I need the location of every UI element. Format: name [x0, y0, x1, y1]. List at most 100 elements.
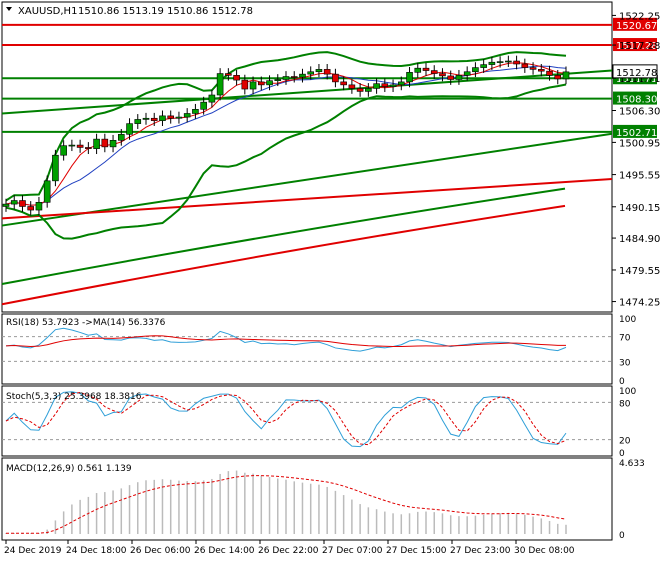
candle-body: [126, 123, 133, 135]
candle-body: [472, 67, 479, 73]
candle-body: [397, 81, 405, 86]
candle-body: [134, 119, 142, 124]
candle-body: [35, 202, 43, 211]
price-tick-label: 1484.90: [619, 234, 660, 245]
rsi-axis: 100 70 30 0: [619, 315, 636, 387]
time-tick-label: 27 Dec 23:00: [450, 546, 511, 556]
trendline-support: [1, 132, 613, 227]
candle-body: [299, 73, 306, 78]
bollinger-bands: [5, 51, 567, 240]
stochastic-d-line: [5, 391, 567, 446]
candle-body: [529, 67, 537, 70]
candle-body: [225, 73, 232, 76]
candle-body: [505, 60, 512, 63]
stochastic-panel-frame: [1, 385, 613, 457]
trendlines: [1, 69, 613, 306]
candle-body: [2, 203, 10, 207]
time-tick-label: 24 Dec 18:00: [66, 546, 127, 556]
ohlc-readout: 1510.86 1513.19 1510.86 1512.78: [78, 6, 253, 17]
price-tick-label: 1500.95: [619, 138, 660, 149]
candle-body: [323, 69, 331, 75]
candle-body: [480, 64, 487, 68]
chart-title: XAUUSD,H1: [18, 6, 77, 17]
current-price-label: 1512.78: [616, 68, 657, 79]
candle-body: [93, 138, 100, 149]
candle-body: [159, 115, 166, 121]
candle-body: [447, 75, 455, 80]
candle-body: [27, 206, 35, 211]
candle-body: [422, 67, 430, 71]
candle-body: [85, 147, 92, 149]
candle-body: [52, 154, 59, 182]
candle-body: [290, 76, 298, 78]
candle-body: [414, 67, 422, 73]
candle-body: [521, 63, 529, 68]
candle-body: [183, 113, 191, 118]
candle-body: [282, 76, 290, 80]
candle-body: [373, 83, 380, 89]
candle-body: [150, 117, 158, 121]
candle-body: [332, 73, 339, 83]
candle-body: [257, 81, 265, 86]
rsi-plot: [2, 327, 612, 362]
candle-body: [546, 70, 553, 76]
candle-body: [175, 116, 183, 119]
candle-body: [266, 80, 273, 86]
stochastic-k-line: [5, 391, 567, 448]
candle-body: [101, 138, 109, 148]
stochastic-tick-label: 0: [619, 449, 625, 459]
collapse-icon[interactable]: [6, 7, 12, 11]
candle-body: [356, 88, 364, 92]
candle-body: [200, 101, 207, 110]
price-panel: 1520.67 1517.28 1511.71 1508.30 1502.71 1522…: [1, 1, 660, 313]
macd-axis: 4.633 0: [619, 459, 645, 541]
candle-body: [537, 69, 545, 72]
rsi-tick-label: 0: [619, 377, 625, 387]
level-badge: [613, 38, 657, 52]
macd-tick-label: 4.633: [619, 459, 645, 469]
level-label: 1520.67: [616, 21, 657, 32]
trendline-channel: [1, 69, 613, 115]
stochastic-tick-label: 100: [619, 387, 636, 397]
candle-body: [274, 79, 282, 81]
price-tick-label: 1511.71: [619, 74, 660, 85]
level-badge: [613, 124, 657, 138]
current-price-badge: [612, 64, 658, 79]
candle-body: [307, 71, 315, 75]
macd-panel-frame: [1, 457, 613, 541]
candle-body: [389, 84, 397, 87]
candle-body: [109, 140, 117, 148]
price-tick-label: 1522.25: [619, 11, 660, 22]
time-tick-label: 27 Dec 15:00: [386, 546, 447, 556]
candle-body: [381, 83, 389, 87]
long-ma-red: [1, 204, 566, 306]
time-tick-label: 26 Dec 14:00: [194, 546, 255, 556]
stochastic-plot: [2, 391, 612, 448]
price-axis: 1522.25 1517.28 1511.71 1506.30 1500.95 1495.…: [612, 11, 660, 309]
time-tick-label: 26 Dec 06:00: [130, 546, 191, 556]
stochastic-axis: 100 80 20 0: [619, 387, 636, 459]
candle-body: [68, 144, 76, 147]
candle-body: [496, 61, 504, 63]
macd-plot: [5, 470, 567, 534]
candle-body: [554, 75, 562, 80]
long-ma-green: [1, 187, 566, 285]
candle-body: [192, 109, 199, 114]
candle-body: [208, 94, 216, 103]
macd-signal-line: [6, 475, 567, 534]
stochastic-tick-label: 20: [619, 437, 631, 447]
time-tick-label: 30 Dec 08:00: [514, 546, 575, 556]
level-label: 1517.28: [616, 41, 657, 52]
candle-body: [463, 71, 471, 76]
candle-body: [60, 145, 67, 156]
rsi-tick-label: 70: [619, 334, 631, 344]
macd-tick-label: 0: [619, 531, 625, 541]
candle-body: [233, 75, 240, 81]
candle-body: [249, 81, 257, 90]
candle-body: [348, 84, 356, 89]
price-tick-label: 1490.15: [619, 203, 660, 214]
candle-body: [315, 69, 323, 73]
rsi-tick-label: 30: [619, 358, 631, 368]
